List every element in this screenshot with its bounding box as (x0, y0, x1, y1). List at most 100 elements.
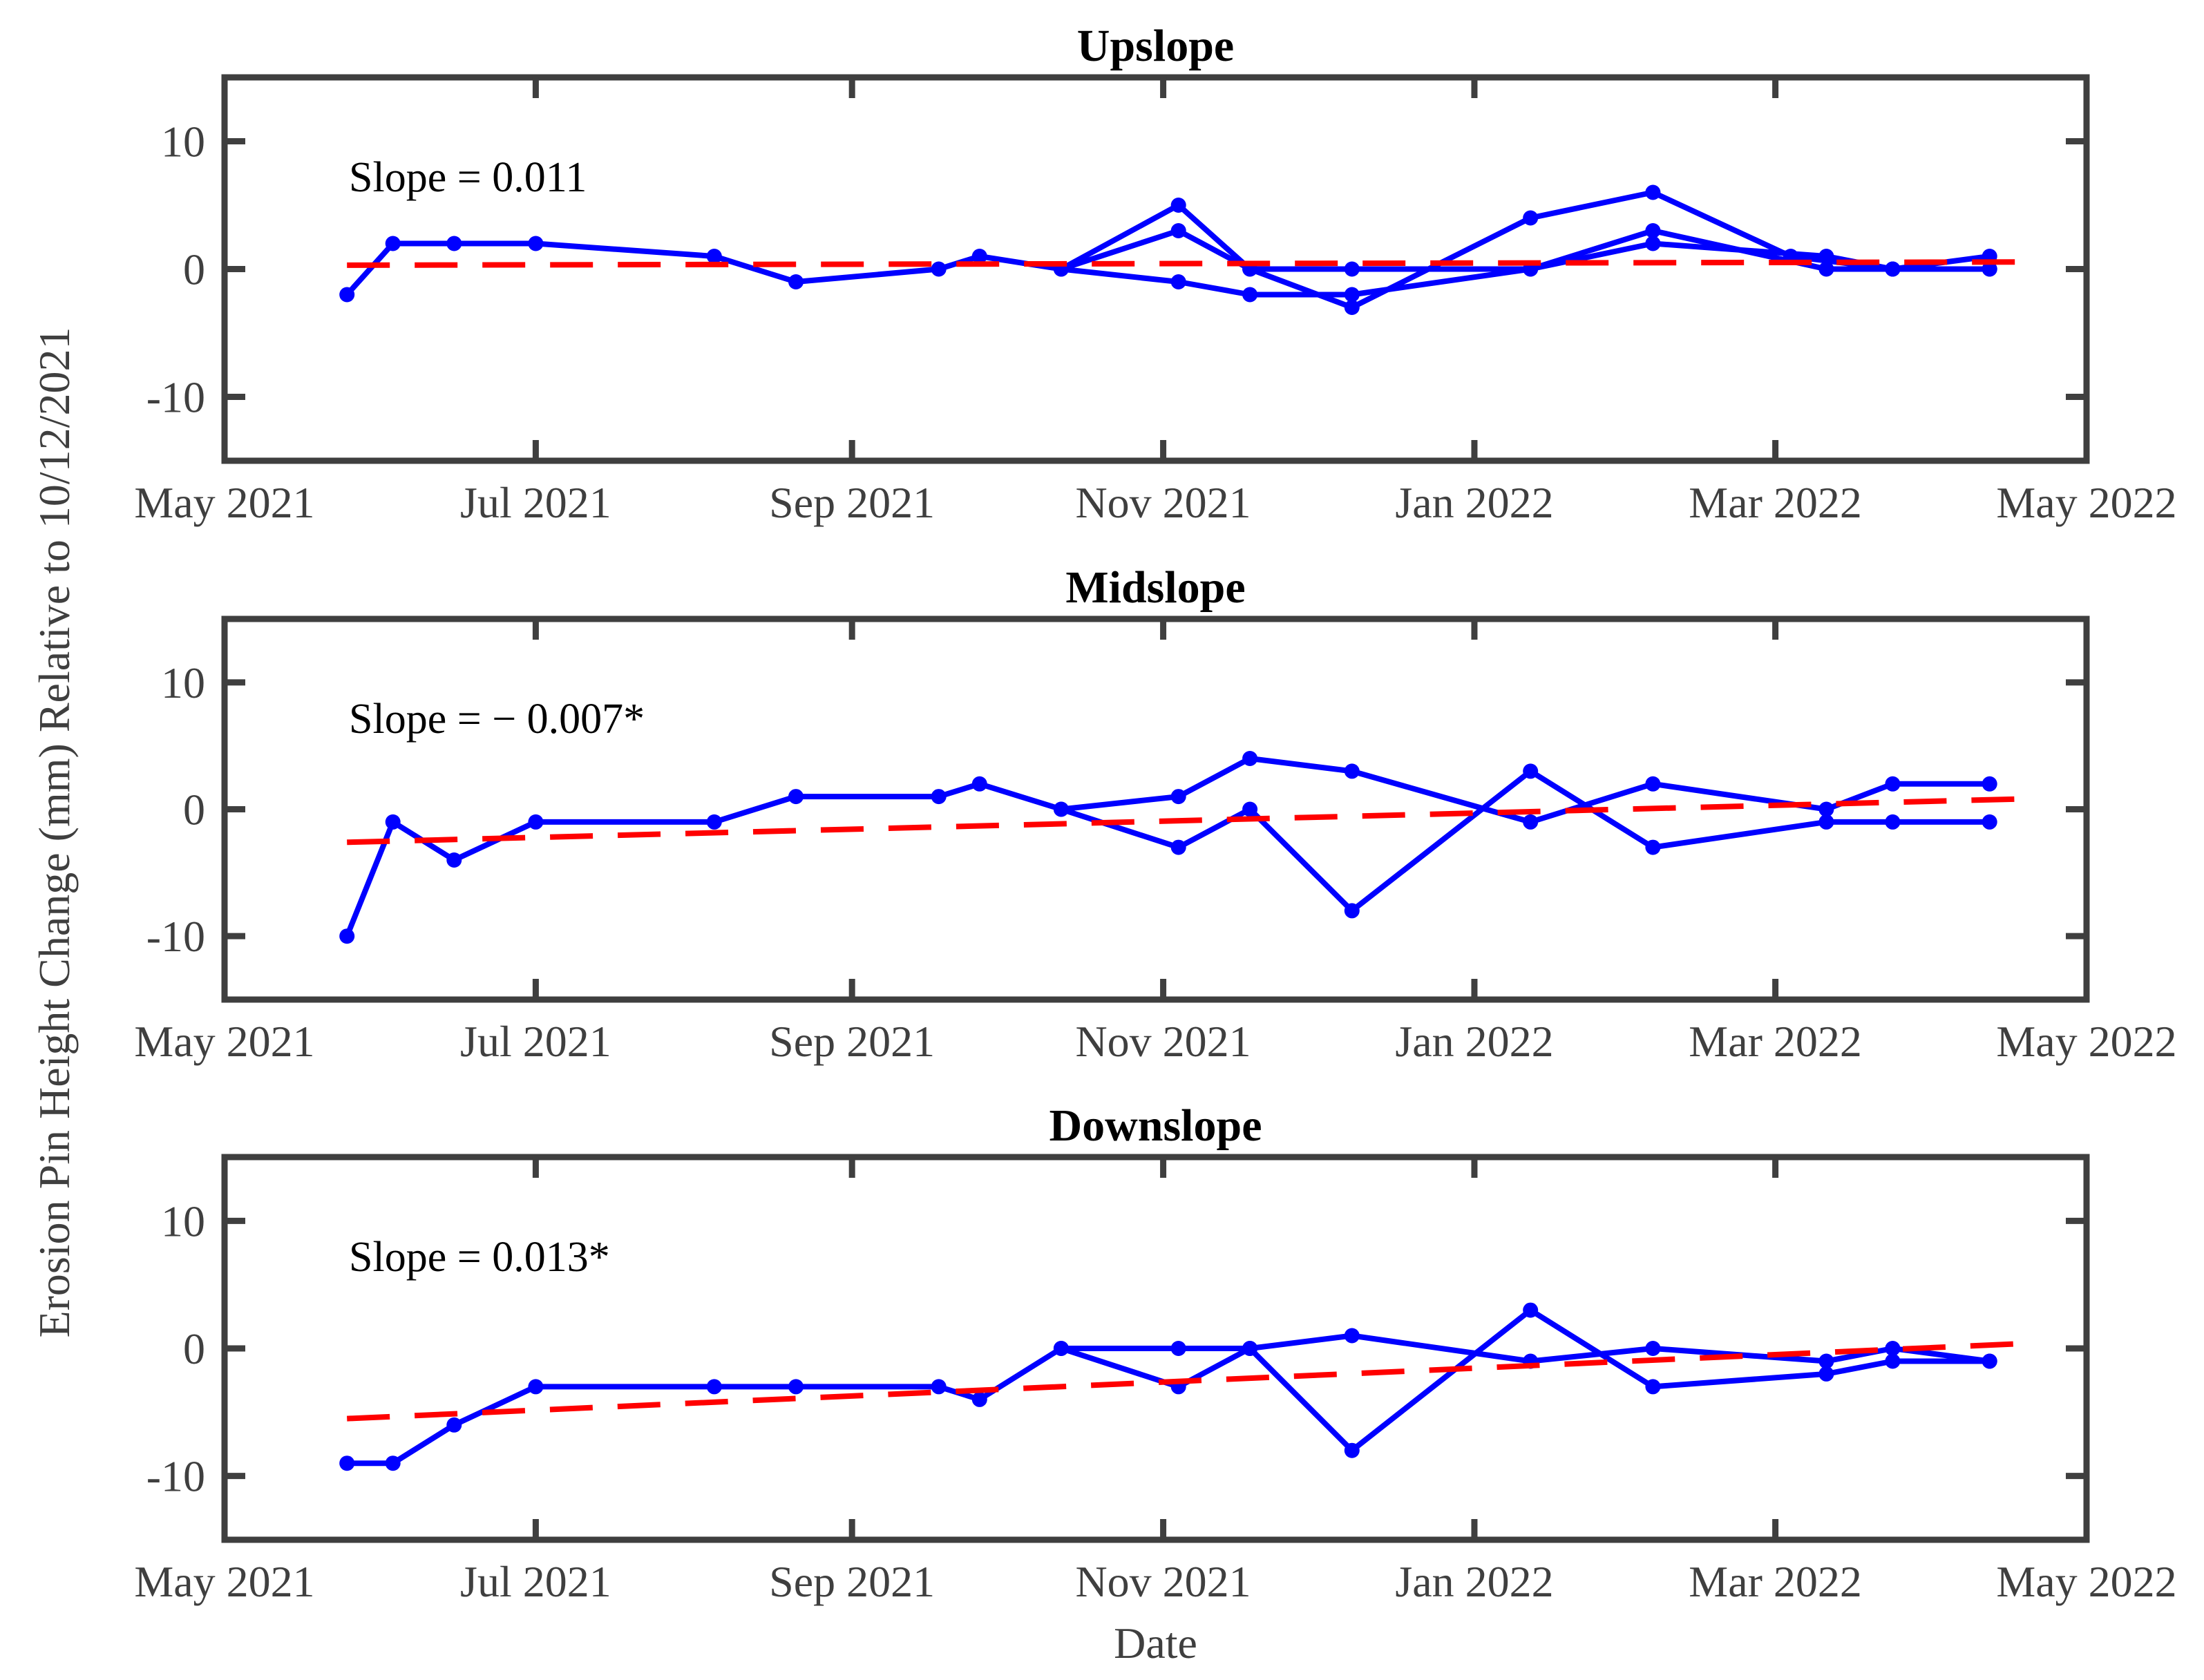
x-tick-label: Sep 2021 (769, 1017, 935, 1066)
data-point-marker (1170, 198, 1186, 213)
data-point-marker (1885, 1353, 1901, 1369)
y-tick-label: 0 (183, 1324, 205, 1373)
data-point-marker (1982, 814, 1997, 830)
data-point-marker (706, 1379, 722, 1395)
data-point-marker (1818, 261, 1834, 277)
data-point-marker (1982, 1353, 1997, 1369)
slope-annotation: Slope = 0.011 (349, 154, 587, 201)
data-point-marker (1645, 236, 1661, 251)
series-line-pin-2 (1058, 768, 1993, 914)
data-point-marker (1982, 261, 1997, 277)
data-point-marker (339, 928, 355, 944)
data-point-marker (1885, 1341, 1901, 1356)
data-point-marker (446, 236, 462, 251)
series-line-pin-1 (344, 1333, 1993, 1467)
data-point-marker (1170, 223, 1186, 238)
data-point-marker (1170, 839, 1186, 855)
data-point-marker (1818, 801, 1834, 817)
data-point-marker (1818, 814, 1834, 830)
slope-annotation: Slope = 0.013* (349, 1234, 610, 1281)
data-point-marker (385, 236, 401, 251)
x-tick-label: May 2022 (1996, 1017, 2176, 1066)
data-point-marker (788, 789, 804, 805)
data-point-marker (1523, 814, 1539, 830)
data-point-marker (1242, 751, 1258, 766)
data-point-marker (1053, 801, 1069, 817)
series-line-pin-2 (1058, 189, 1993, 310)
data-point-marker (528, 1379, 544, 1395)
data-point-marker (1344, 1442, 1360, 1458)
x-tick-label: May 2021 (134, 1017, 314, 1066)
data-point-marker (931, 789, 947, 805)
subplot-title: Upslope (1077, 21, 1234, 71)
data-point-marker (1885, 776, 1901, 792)
figure-ylabel: Erosion Pin Height Change (mm) Relative … (30, 327, 79, 1338)
data-point-marker (1523, 210, 1539, 226)
x-tick-label: May 2021 (134, 478, 314, 527)
x-tick-label: Jul 2021 (460, 1017, 611, 1066)
data-point-marker (1523, 763, 1539, 779)
subplot-upslope: May 2021 Jul 2021 Sep 2021 Nov 2021 Jan 2022… (134, 21, 2176, 527)
x-tick-label: Sep 2021 (769, 1557, 935, 1606)
x-tick-label: Sep 2021 (769, 478, 935, 527)
x-tick-label: May 2021 (134, 1557, 314, 1606)
y-tick-label: -10 (146, 1452, 205, 1501)
data-point-marker (1344, 1328, 1360, 1344)
data-point-marker (385, 1455, 401, 1471)
trend-line (347, 259, 2015, 268)
data-point-marker (1645, 839, 1661, 855)
data-point-marker (1344, 903, 1360, 919)
data-point-marker (1885, 814, 1901, 830)
figure-xlabel: Date (1114, 1619, 1197, 1668)
data-point-marker (528, 814, 544, 830)
data-point-marker (1523, 1302, 1539, 1318)
data-point-marker (788, 274, 804, 289)
x-tick-label: Jan 2022 (1395, 478, 1553, 527)
data-point-marker (706, 249, 722, 264)
data-point-marker (1344, 287, 1360, 303)
data-point-marker (1242, 801, 1258, 817)
y-tick-label: -10 (146, 912, 205, 961)
data-point-marker (1170, 1341, 1186, 1356)
data-point-marker (1344, 300, 1360, 315)
series-line-pin-1 (344, 756, 1993, 939)
data-point-marker (971, 776, 987, 792)
data-point-marker (931, 1379, 947, 1395)
data-point-marker (1242, 287, 1258, 303)
data-point-marker (971, 249, 987, 264)
data-point-marker (1818, 1366, 1834, 1382)
x-tick-label: Mar 2022 (1689, 1557, 1862, 1606)
data-point-marker (385, 814, 401, 830)
y-tick-label: 10 (161, 117, 205, 166)
slope-annotation: Slope = − 0.007* (349, 696, 645, 743)
data-point-marker (339, 287, 355, 303)
x-tick-label: May 2022 (1996, 478, 2176, 527)
x-tick-label: Nov 2021 (1075, 478, 1251, 527)
data-point-marker (1170, 274, 1186, 289)
y-tick-label: 0 (183, 245, 205, 294)
axes-box (221, 74, 2090, 464)
subplot-title: Downslope (1049, 1100, 1262, 1151)
data-point-marker (1645, 1379, 1661, 1395)
data-point-marker (788, 1379, 804, 1395)
x-tick-label: Mar 2022 (1689, 478, 1862, 527)
data-point-marker (1645, 184, 1661, 200)
y-tick-label: 10 (161, 658, 205, 707)
x-tick-label: Jan 2022 (1395, 1557, 1553, 1606)
data-point-marker (1645, 223, 1661, 238)
y-tick-label: -10 (146, 373, 205, 422)
x-tick-label: Jul 2021 (460, 1557, 611, 1606)
trend-line (347, 1341, 2015, 1422)
data-point-marker (1885, 261, 1901, 277)
data-point-marker (1053, 1341, 1069, 1356)
data-point-marker (446, 852, 462, 868)
data-point-marker (1170, 789, 1186, 805)
data-point-marker (1242, 1341, 1258, 1356)
x-tick-label: Mar 2022 (1689, 1017, 1862, 1066)
data-point-marker (1982, 776, 1997, 792)
data-point-marker (1645, 776, 1661, 792)
x-tick-label: Nov 2021 (1075, 1017, 1251, 1066)
data-point-marker (931, 261, 947, 277)
